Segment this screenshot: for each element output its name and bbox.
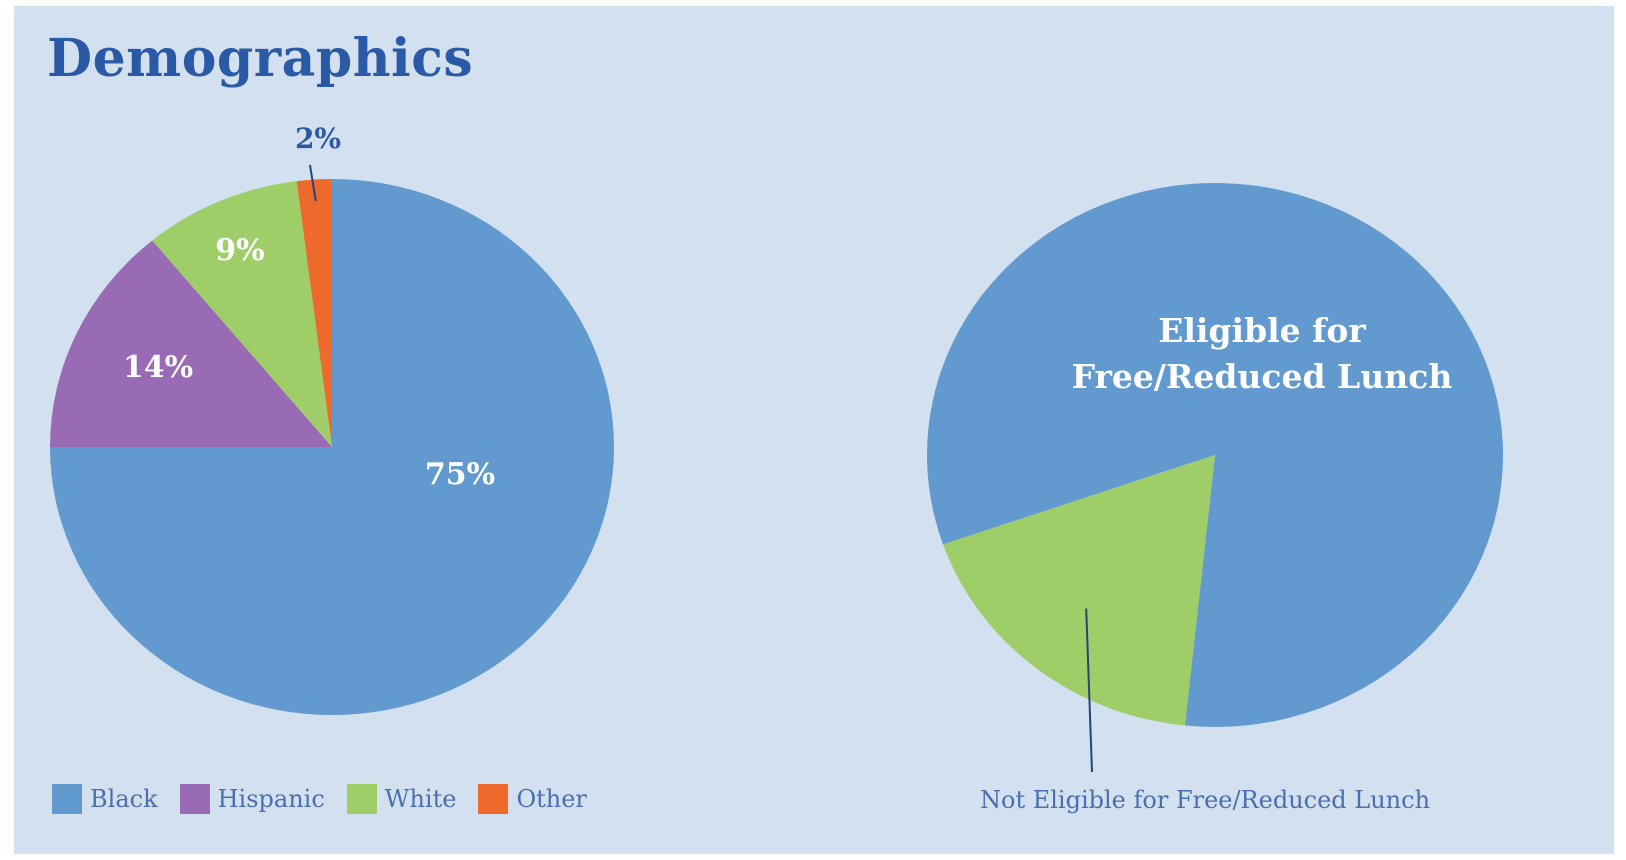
legend-swatch-black	[52, 784, 82, 814]
slice-label-white: 9%	[215, 233, 264, 268]
legend-label-hispanic: Hispanic	[217, 785, 325, 813]
not-eligible-label: Not Eligible for Free/Reduced Lunch	[980, 786, 1431, 814]
slice-label-hispanic: 14%	[123, 350, 193, 385]
pie-slice-eligible-for-free-reduced-lunch	[927, 183, 1503, 727]
slice-label-black: 75%	[425, 457, 495, 492]
slice-label-other: 2%	[295, 122, 341, 155]
legend-item-hispanic: Hispanic	[179, 784, 325, 814]
demographics-pie: 75% 14% 9% 2%	[50, 122, 614, 715]
pie-slice-other	[296, 179, 332, 447]
pie-slice-white	[152, 181, 332, 447]
legend-item-other: Other	[478, 784, 587, 814]
legend-swatch-other	[478, 784, 509, 814]
legend-label-black: Black	[90, 785, 158, 813]
demographics-legend: Black Hispanic White Other	[52, 784, 609, 814]
legend-label-white: White	[384, 785, 457, 813]
legend-swatch-hispanic	[179, 784, 210, 814]
legend-item-black: Black	[52, 784, 158, 814]
legend-item-white: White	[346, 784, 457, 814]
leader-line-other	[309, 164, 317, 202]
legend-label-other: Other	[516, 785, 587, 813]
pie-slice-hispanic	[50, 240, 332, 447]
legend-swatch-white	[346, 784, 377, 814]
lunch-eligibility-pie: Eligible for Free/Reduced Lunch	[927, 183, 1503, 773]
eligible-label-line-2: Free/Reduced Lunch	[1072, 357, 1453, 396]
page-title: Demographics	[47, 28, 474, 89]
leader-line-not-eligible	[1085, 608, 1093, 773]
pie-slice-not-eligible-for-free-reduced-lunch	[943, 455, 1215, 726]
eligible-label-line-1: Eligible for	[1158, 311, 1366, 350]
